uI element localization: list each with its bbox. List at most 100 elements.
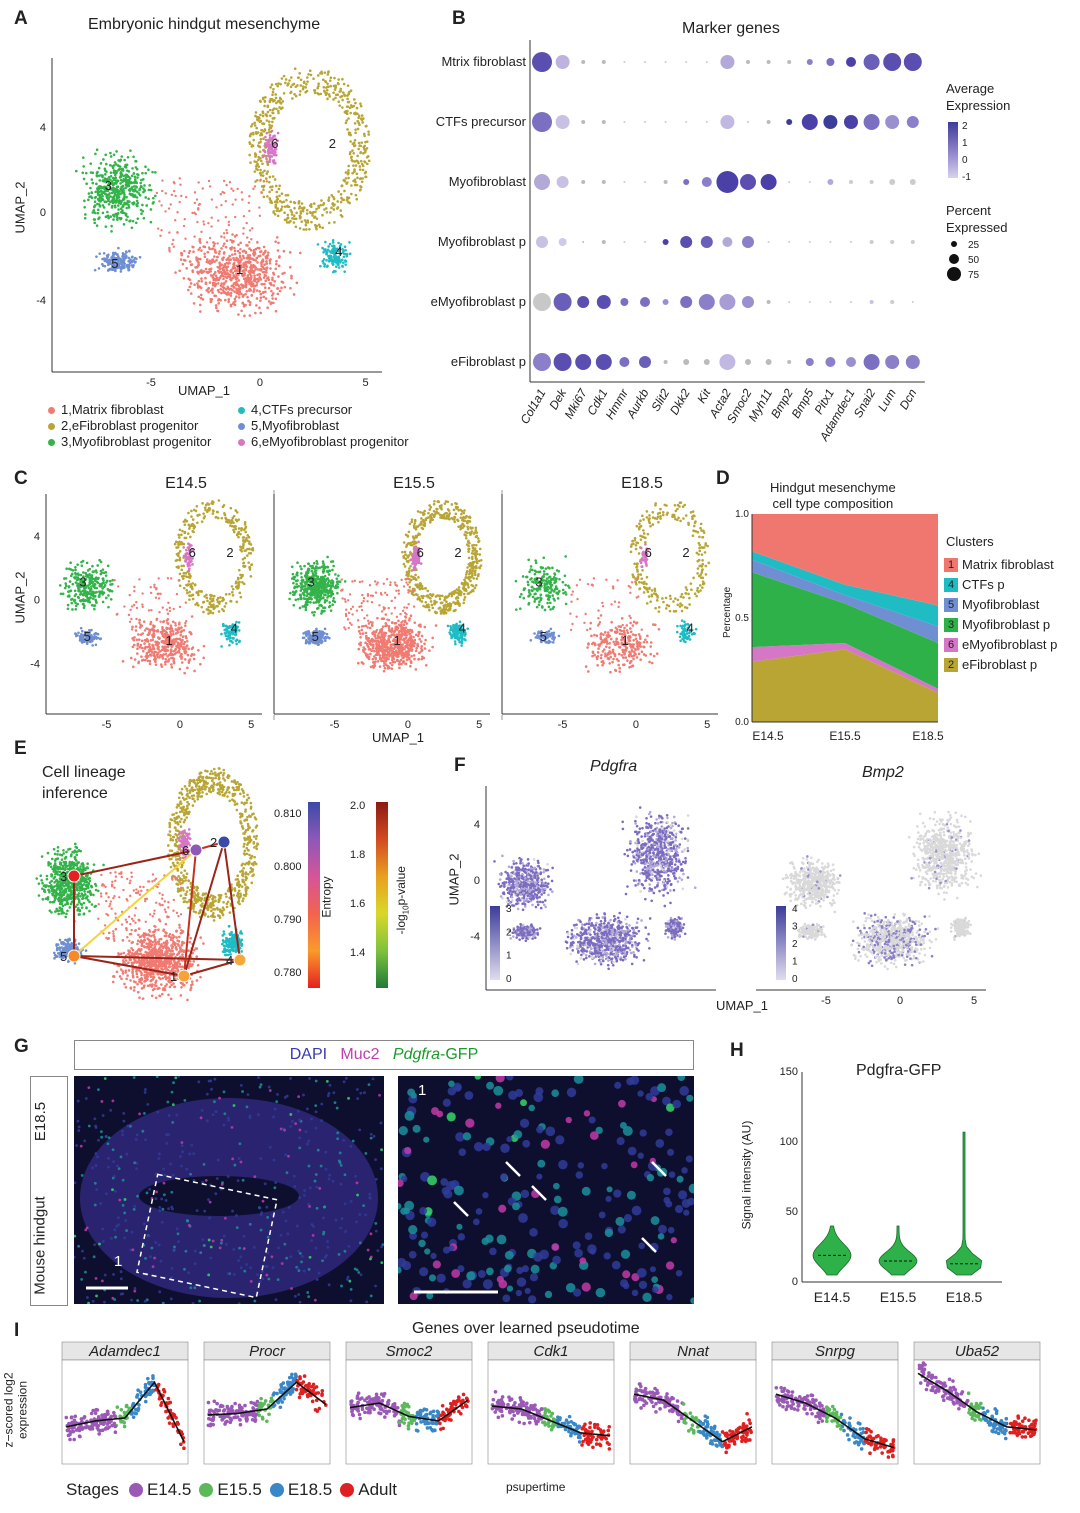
cell-dot	[268, 148, 271, 151]
cell-dot	[291, 97, 294, 100]
cell-dot	[289, 200, 292, 204]
cell-dot	[64, 582, 67, 585]
cell-dot	[390, 667, 394, 670]
cell-dot	[167, 653, 171, 657]
avg-tick: 1	[962, 138, 968, 149]
cell-dot	[113, 173, 117, 177]
cell-dot	[367, 159, 371, 163]
cell-dot	[248, 261, 251, 265]
cell-dot	[187, 580, 191, 583]
cell-dot	[271, 108, 275, 112]
cell-dot	[116, 191, 120, 194]
cell-dot	[159, 234, 162, 237]
cell-dot	[72, 599, 76, 603]
cell-dot	[316, 74, 320, 77]
cell-dot	[198, 246, 202, 249]
cell-dot	[266, 104, 270, 108]
cell-dot	[210, 216, 213, 219]
cell-dot	[109, 174, 113, 178]
legend-item: 5,Myofibroblast	[238, 418, 339, 433]
cell-dot	[203, 252, 206, 256]
cell-dot	[89, 638, 93, 641]
dotplot-dot	[601, 240, 606, 244]
cell-dot	[191, 211, 194, 215]
cell-dot	[264, 138, 268, 142]
dotplot-dot	[906, 116, 919, 128]
cell-dot	[421, 518, 425, 522]
cell-dot	[277, 241, 280, 245]
cell-dot	[190, 515, 193, 518]
cell-dot	[138, 255, 142, 259]
cell-dot	[425, 604, 429, 607]
cell-dot	[418, 651, 421, 655]
cell-dot	[228, 519, 231, 522]
cell-dot	[246, 295, 249, 299]
cell-dot	[323, 601, 327, 604]
cell-dot	[114, 189, 118, 192]
cell-dot	[245, 276, 248, 280]
cell-dot	[259, 292, 263, 296]
cell-dot	[267, 286, 271, 290]
cell-dot	[299, 78, 303, 82]
cell-dot	[268, 126, 272, 129]
cell-dot	[202, 644, 206, 648]
cell-dot	[343, 252, 347, 256]
cell-dot	[133, 585, 136, 589]
x-tick-label: -5	[102, 719, 112, 731]
cell-dot	[226, 262, 230, 265]
cell-dot	[212, 244, 216, 247]
cell-dot	[206, 510, 209, 513]
panel-b-letter: B	[452, 8, 466, 29]
cell-dot	[267, 154, 270, 157]
cell-dot	[268, 123, 271, 127]
cell-dot	[136, 652, 139, 655]
cell-dot	[179, 183, 182, 186]
cell-dot	[409, 614, 413, 618]
cell-dot	[299, 212, 303, 215]
dotplot-dot	[863, 354, 880, 370]
cell-dot	[333, 245, 336, 249]
cell-dot	[206, 287, 210, 291]
cell-dot	[142, 658, 145, 662]
cell-dot	[127, 259, 130, 263]
cell-dot	[231, 632, 235, 636]
cell-dot	[190, 557, 194, 560]
cell-dot	[345, 252, 349, 256]
cell-dot	[248, 134, 252, 138]
dotplot-dot	[582, 241, 585, 243]
dotplot-dot	[716, 171, 739, 193]
cell-dot	[187, 288, 190, 292]
cell-dot	[263, 282, 266, 286]
cell-dot	[361, 168, 365, 172]
cell-dot	[299, 572, 303, 575]
cell-dot	[174, 559, 178, 562]
cell-dot	[170, 653, 174, 657]
cell-dot	[142, 187, 145, 190]
dotplot-dot	[808, 241, 811, 243]
cell-dot	[275, 236, 279, 239]
cell-dot	[282, 74, 286, 78]
cell-dot	[337, 263, 340, 267]
cell-dot	[244, 303, 247, 307]
cell-dot	[354, 131, 357, 135]
cell-dot	[184, 558, 188, 562]
cell-dot	[74, 634, 78, 638]
cell-dot	[256, 261, 259, 264]
cell-dot	[135, 196, 139, 199]
cell-dot	[187, 523, 191, 527]
dotplot-dot	[863, 54, 880, 70]
cell-dot	[135, 606, 139, 610]
cell-dot	[148, 632, 151, 635]
cell-dot	[172, 245, 175, 248]
cell-dot	[278, 184, 282, 188]
cell-dot	[342, 261, 345, 264]
cell-dot	[66, 594, 70, 598]
cell-dot	[136, 217, 140, 220]
cell-dot	[84, 637, 87, 640]
dotplot-dot	[889, 179, 896, 185]
cell-dot	[149, 188, 153, 192]
cell-dot	[176, 211, 179, 214]
cell-dot	[413, 522, 417, 525]
cell-dot	[116, 253, 119, 256]
